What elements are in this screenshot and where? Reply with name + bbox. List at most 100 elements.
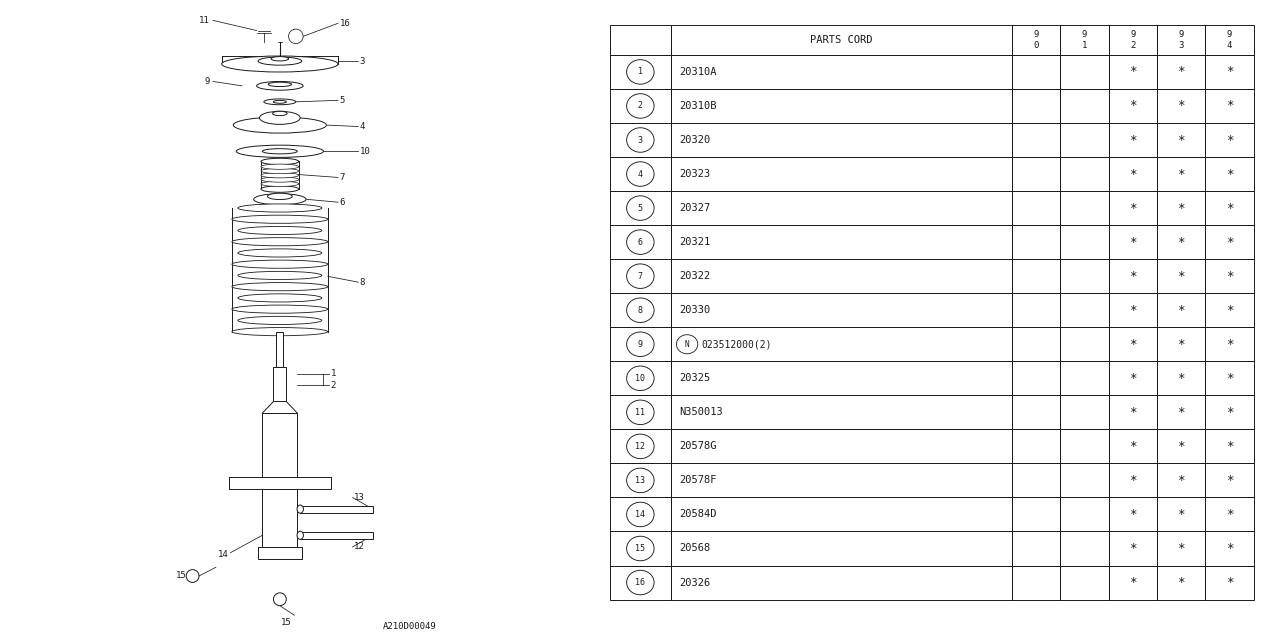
Text: *: * (1129, 65, 1137, 79)
Text: *: * (1129, 269, 1137, 283)
Bar (1060, 531, 1108, 566)
Bar (1108, 531, 1157, 566)
Bar (1206, 429, 1253, 463)
Ellipse shape (261, 168, 298, 173)
Bar (609, 25, 671, 55)
Bar (671, 191, 1012, 225)
Circle shape (627, 93, 654, 118)
Text: *: * (1129, 99, 1137, 113)
Bar (1012, 429, 1060, 463)
Circle shape (186, 570, 198, 582)
Bar (1206, 566, 1253, 600)
Bar (1108, 293, 1157, 327)
Ellipse shape (297, 531, 303, 540)
Ellipse shape (238, 227, 321, 234)
Text: 15: 15 (282, 618, 292, 627)
Bar (1206, 361, 1253, 396)
Text: 10: 10 (360, 147, 371, 156)
Bar (1157, 259, 1206, 293)
Text: *: * (1129, 440, 1137, 453)
Text: 14: 14 (218, 550, 229, 559)
Text: *: * (1226, 474, 1233, 487)
Ellipse shape (271, 56, 288, 61)
Bar (671, 327, 1012, 361)
Text: 20327: 20327 (680, 203, 710, 213)
Bar (1012, 396, 1060, 429)
Bar (609, 293, 671, 327)
Text: *: * (1226, 269, 1233, 283)
Bar (609, 531, 671, 566)
Bar (1157, 463, 1206, 497)
Ellipse shape (238, 249, 321, 257)
Bar (609, 259, 671, 293)
Bar (609, 463, 671, 497)
Text: 4: 4 (637, 170, 643, 179)
Text: 20320: 20320 (680, 135, 710, 145)
Bar (1206, 157, 1253, 191)
Text: *: * (1178, 542, 1185, 555)
Text: *: * (1226, 406, 1233, 419)
Text: 20310B: 20310B (680, 101, 717, 111)
Bar (1012, 123, 1060, 157)
Ellipse shape (232, 260, 328, 268)
Bar (1012, 293, 1060, 327)
Text: *: * (1129, 202, 1137, 214)
Ellipse shape (264, 99, 296, 105)
Bar (671, 497, 1012, 531)
Bar (1206, 191, 1253, 225)
Ellipse shape (268, 193, 292, 200)
Circle shape (627, 264, 654, 289)
Bar (1108, 327, 1157, 361)
Bar (1206, 531, 1253, 566)
Text: *: * (1226, 372, 1233, 385)
Bar (671, 157, 1012, 191)
Bar (1206, 463, 1253, 497)
Bar (1157, 89, 1206, 123)
Bar (1206, 293, 1253, 327)
Ellipse shape (238, 294, 321, 302)
Text: *: * (1178, 576, 1185, 589)
Ellipse shape (261, 158, 298, 164)
Circle shape (627, 162, 654, 186)
Bar (1060, 225, 1108, 259)
Text: *: * (1178, 304, 1185, 317)
Text: *: * (1129, 508, 1137, 521)
Text: 1: 1 (637, 67, 643, 76)
Bar (262, 489, 297, 547)
Text: 20326: 20326 (680, 577, 710, 588)
Text: 9
1: 9 1 (1082, 30, 1087, 50)
Bar (609, 361, 671, 396)
Circle shape (676, 335, 698, 354)
Text: *: * (1226, 440, 1233, 453)
Text: *: * (1129, 406, 1137, 419)
Circle shape (274, 593, 287, 605)
Text: *: * (1178, 508, 1185, 521)
Text: 20578F: 20578F (680, 476, 717, 485)
Bar (1012, 157, 1060, 191)
Bar (1060, 89, 1108, 123)
Text: 20321: 20321 (680, 237, 710, 247)
Bar (1206, 55, 1253, 89)
Text: *: * (1226, 202, 1233, 214)
Text: *: * (1178, 99, 1185, 113)
Bar (262, 413, 297, 477)
Text: 9: 9 (637, 340, 643, 349)
Text: A210D00049: A210D00049 (383, 622, 436, 631)
Bar (1108, 225, 1157, 259)
Bar (1012, 191, 1060, 225)
Text: 9
0: 9 0 (1033, 30, 1039, 50)
Bar (1012, 327, 1060, 361)
Bar (671, 396, 1012, 429)
Circle shape (627, 60, 654, 84)
Text: *: * (1226, 304, 1233, 317)
Bar (671, 89, 1012, 123)
Ellipse shape (232, 328, 328, 336)
Bar (609, 89, 671, 123)
Ellipse shape (253, 194, 306, 205)
Bar (1060, 429, 1108, 463)
Text: *: * (1178, 168, 1185, 180)
Text: 12: 12 (635, 442, 645, 451)
Bar (1157, 25, 1206, 55)
Bar (1206, 25, 1253, 55)
Bar (1206, 123, 1253, 157)
